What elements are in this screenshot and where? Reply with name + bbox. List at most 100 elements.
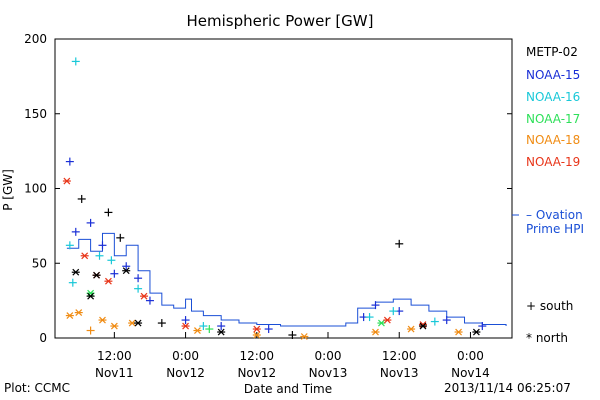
south-point-marker <box>68 278 77 287</box>
legend-metp-02: METP-02 <box>526 45 578 59</box>
north-point-marker <box>252 325 261 333</box>
marker-stroke <box>63 177 71 185</box>
data-points <box>62 57 487 340</box>
marker-stroke <box>93 271 100 279</box>
y-tick-label: 200 <box>24 32 47 46</box>
south-point-marker <box>110 269 119 278</box>
south-point-marker <box>365 313 374 322</box>
north-label: north <box>535 331 569 345</box>
north-point-marker <box>65 312 74 319</box>
south-point-marker <box>430 317 439 326</box>
marker-stroke <box>455 328 463 336</box>
north-point-marker <box>377 319 386 327</box>
north-point-marker <box>371 328 380 336</box>
x-tick-label-time: 0:00 <box>315 349 342 363</box>
marker-stroke <box>81 252 89 260</box>
south-point-marker <box>371 301 380 310</box>
south-point-marker <box>199 322 208 331</box>
marker-stroke <box>378 319 385 327</box>
south-point-marker <box>134 284 143 293</box>
south-symbol: + <box>526 299 537 313</box>
x-tick-label-time: 12:00 <box>97 349 132 363</box>
north-point-marker <box>181 322 190 330</box>
x-tick-label-date: Nov11 <box>95 366 134 380</box>
south-point-marker <box>442 316 451 325</box>
north-point-marker <box>407 325 416 333</box>
marker-stroke <box>128 319 136 327</box>
south-point-marker <box>395 239 404 248</box>
marker-stroke <box>182 322 189 330</box>
x-tick-label-time: 0:00 <box>457 349 484 363</box>
south-point-marker <box>478 322 487 331</box>
y-tick-label: 0 <box>39 331 47 345</box>
x-tick-label-date: Nov13 <box>380 366 419 380</box>
legend-noaa-16: NOAA-16 <box>526 90 581 104</box>
north-point-marker <box>193 327 202 334</box>
legend-ovation: – Ovation <box>526 208 583 222</box>
marker-stroke <box>99 316 106 324</box>
south-point-marker <box>98 241 107 250</box>
south-point-marker <box>107 256 116 265</box>
x-tick-label-date: Nov12 <box>166 366 205 380</box>
south-point-marker <box>134 274 143 283</box>
south-point-marker <box>264 325 273 334</box>
x-axis-ticks: 12:00 Nov11 0:00 Nov12 12:00 Nov12 0:00 Nov13 12… <box>95 332 490 380</box>
legend-north-marker: * north <box>526 331 568 345</box>
legend-south-marker: + south <box>526 299 573 313</box>
marker-stroke <box>194 327 201 334</box>
north-point-marker <box>80 252 89 260</box>
ovation-line <box>66 232 507 327</box>
legend-noaa-17: NOAA-17 <box>526 112 581 126</box>
marker-stroke <box>140 292 148 300</box>
north-symbol: * <box>526 331 532 345</box>
legend-noaa-18: NOAA-18 <box>526 133 581 147</box>
marker-stroke <box>75 309 83 317</box>
north-point-marker <box>134 319 143 327</box>
south-point-marker <box>104 208 113 217</box>
marker-stroke <box>66 312 74 319</box>
marker-stroke <box>472 328 480 336</box>
x-tick-label-time: 12:00 <box>382 349 417 363</box>
north-point-marker <box>86 292 95 300</box>
south-point-marker <box>116 233 125 242</box>
y-tick-label: 100 <box>24 182 47 196</box>
north-point-marker <box>217 328 226 336</box>
marker-stroke <box>300 333 308 340</box>
marker-stroke <box>87 292 95 300</box>
x-tick-label-date: Nov13 <box>309 366 348 380</box>
marker-stroke <box>104 277 112 285</box>
legend-ovation-line2: Prime HPI <box>526 222 584 236</box>
north-point-marker <box>62 177 71 185</box>
marker-stroke <box>383 316 391 324</box>
north-point-marker <box>418 322 427 330</box>
marker-stroke <box>110 322 118 330</box>
ovation-series <box>66 232 507 327</box>
south-point-marker <box>389 307 398 316</box>
north-point-marker <box>110 322 119 330</box>
marker-stroke <box>217 328 225 336</box>
legend-noaa-15: NOAA-15 <box>526 68 581 82</box>
south-point-marker <box>145 296 154 305</box>
south-point-marker <box>71 57 80 66</box>
y-axis-ticks: 0 50 100 150 200 <box>24 32 512 345</box>
south-point-marker <box>181 316 190 325</box>
plot-frame <box>54 38 513 339</box>
marker-stroke <box>407 325 415 333</box>
x-tick-label-time: 0:00 <box>172 349 199 363</box>
north-point-marker <box>140 292 149 300</box>
north-point-marker <box>300 333 309 340</box>
legend-noaa-19: NOAA-19 <box>526 155 581 169</box>
north-point-marker <box>104 277 113 285</box>
y-axis-label: P [GW] <box>1 169 15 211</box>
south-point-marker <box>205 325 214 334</box>
marker-stroke <box>253 325 261 333</box>
south-point-marker <box>288 331 297 340</box>
north-point-marker <box>472 328 481 336</box>
y-tick-label: 50 <box>32 256 47 270</box>
north-point-marker <box>383 316 392 324</box>
footer-timestamp: 2013/11/14 06:25:07 <box>444 381 571 395</box>
south-point-marker <box>65 157 74 166</box>
south-point-marker <box>157 319 166 328</box>
marker-stroke <box>253 331 261 339</box>
